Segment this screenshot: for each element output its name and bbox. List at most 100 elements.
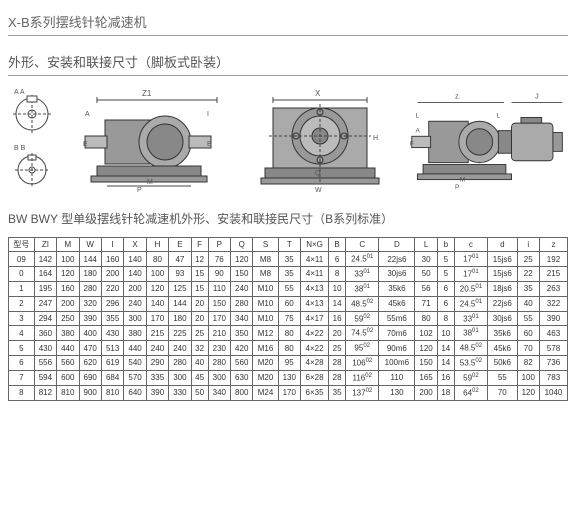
table-cell: M8 bbox=[253, 252, 278, 267]
table-cell: 35k6 bbox=[488, 326, 517, 341]
table-cell: 736 bbox=[539, 356, 567, 371]
col-header: b bbox=[437, 238, 454, 252]
table-cell: 390 bbox=[539, 311, 567, 326]
table-cell: 810 bbox=[101, 385, 123, 400]
table-cell: 195 bbox=[34, 281, 56, 296]
table-cell: 16 bbox=[329, 311, 346, 326]
table-cell: 32 bbox=[191, 341, 208, 356]
table-cell: M20 bbox=[253, 356, 278, 371]
table-cell: 80 bbox=[278, 341, 300, 356]
table-cell: 14 bbox=[437, 356, 454, 371]
svg-text:B: B bbox=[207, 141, 212, 148]
table-cell: 810 bbox=[57, 385, 79, 400]
table-cell: 4×13 bbox=[300, 296, 328, 311]
table-cell: 13702 bbox=[346, 385, 379, 400]
table-cell: 560 bbox=[231, 356, 253, 371]
table-cell: 144 bbox=[169, 296, 191, 311]
table-cell: 150 bbox=[415, 356, 437, 371]
svg-text:F: F bbox=[410, 141, 414, 148]
col-header: c bbox=[454, 238, 487, 252]
table-cell: 200 bbox=[124, 281, 146, 296]
table-cell: 240 bbox=[124, 296, 146, 311]
table-cell: 60 bbox=[517, 326, 539, 341]
table-cell: 6 bbox=[437, 296, 454, 311]
table-cell: 690 bbox=[79, 370, 101, 385]
col-header: P bbox=[208, 238, 230, 252]
col-header: C bbox=[346, 238, 379, 252]
table-cell: 4×11 bbox=[300, 252, 328, 267]
table-cell: 322 bbox=[539, 296, 567, 311]
col-header: d bbox=[488, 238, 517, 252]
table-cell: 16 bbox=[437, 370, 454, 385]
col-header: X bbox=[124, 238, 146, 252]
table-cell: 50k6 bbox=[488, 356, 517, 371]
svg-text:A: A bbox=[416, 128, 421, 135]
table-cell: 60 bbox=[278, 296, 300, 311]
table-cell: 144 bbox=[79, 252, 101, 267]
table-cell: 55 bbox=[278, 281, 300, 296]
svg-text:J: J bbox=[535, 92, 539, 101]
table-cell: 360 bbox=[34, 326, 56, 341]
table-cell: 200 bbox=[101, 267, 123, 282]
table-cell: 12 bbox=[191, 252, 208, 267]
col-header: Q bbox=[231, 238, 253, 252]
svg-text:P: P bbox=[455, 184, 460, 191]
table-cell: 110 bbox=[208, 281, 230, 296]
table-cell: 220 bbox=[101, 281, 123, 296]
table-cell: 247 bbox=[34, 296, 56, 311]
table-cell: 70 bbox=[517, 341, 539, 356]
table-cell: 10 bbox=[329, 281, 346, 296]
table-cell: 3301 bbox=[346, 267, 379, 282]
table-cell: M10 bbox=[253, 311, 278, 326]
table-cell: 215 bbox=[539, 267, 567, 282]
page-title: X-B系列摆线针轮减速机 bbox=[8, 8, 568, 36]
table-cell: 6 bbox=[437, 281, 454, 296]
diagram-row: A A B B Z1 A I B bbox=[8, 86, 568, 196]
table-cell: 240 bbox=[169, 341, 191, 356]
svg-text:I: I bbox=[207, 111, 209, 118]
table-cell: 20 bbox=[191, 311, 208, 326]
table-cell: 640 bbox=[124, 385, 146, 400]
table-cell: 14 bbox=[329, 296, 346, 311]
table-cell: 225 bbox=[169, 326, 191, 341]
table-cell: 6402 bbox=[454, 385, 487, 400]
table-cell: M20 bbox=[253, 370, 278, 385]
table-cell: 150 bbox=[231, 267, 253, 282]
table-cell: 93 bbox=[169, 267, 191, 282]
table-cell: 110 bbox=[379, 370, 415, 385]
table-cell: 70 bbox=[488, 385, 517, 400]
table-cell: 560 bbox=[57, 356, 79, 371]
table-cell: 24.501 bbox=[454, 296, 487, 311]
table-cell: 120 bbox=[231, 252, 253, 267]
table-cell: 28 bbox=[329, 356, 346, 371]
table-row: 881281090081064039033050340800M241706×35… bbox=[9, 385, 568, 400]
table-cell: 140 bbox=[146, 296, 168, 311]
table-cell: 82 bbox=[517, 356, 539, 371]
table-row: 543044047051344024024032230420M16804×222… bbox=[9, 341, 568, 356]
table-cell: 15 bbox=[191, 267, 208, 282]
table-cell: 10 bbox=[437, 326, 454, 341]
dimension-table: 型号ZIMWIXHEFPQSTN×GBCDLbcdiz 091421001441… bbox=[8, 237, 568, 401]
table-cell: 120 bbox=[415, 341, 437, 356]
table-cell: 630 bbox=[231, 370, 253, 385]
svg-text:A: A bbox=[85, 111, 90, 118]
table-cell: 6 bbox=[329, 252, 346, 267]
table-cell: 120 bbox=[146, 281, 168, 296]
diagram-side-z-motor: z. J L L A P M F bbox=[408, 86, 568, 196]
table-cell: M10 bbox=[253, 281, 278, 296]
table-cell: 20 bbox=[191, 296, 208, 311]
col-header: W bbox=[79, 238, 101, 252]
table-cell: 40 bbox=[517, 296, 539, 311]
table-cell: 125 bbox=[169, 281, 191, 296]
table-cell: 340 bbox=[231, 311, 253, 326]
table-cell: 280 bbox=[79, 281, 101, 296]
table-cell: 18js6 bbox=[488, 281, 517, 296]
table-cell: 80 bbox=[146, 252, 168, 267]
table-cell: 20 bbox=[329, 326, 346, 341]
svg-text:W: W bbox=[315, 187, 322, 194]
table-cell: 578 bbox=[539, 341, 567, 356]
table-cell: 3301 bbox=[454, 311, 487, 326]
table-row: 759460069068457033530045300630M201306×28… bbox=[9, 370, 568, 385]
table-cell: 240 bbox=[231, 281, 253, 296]
table-cell: 620 bbox=[79, 356, 101, 371]
